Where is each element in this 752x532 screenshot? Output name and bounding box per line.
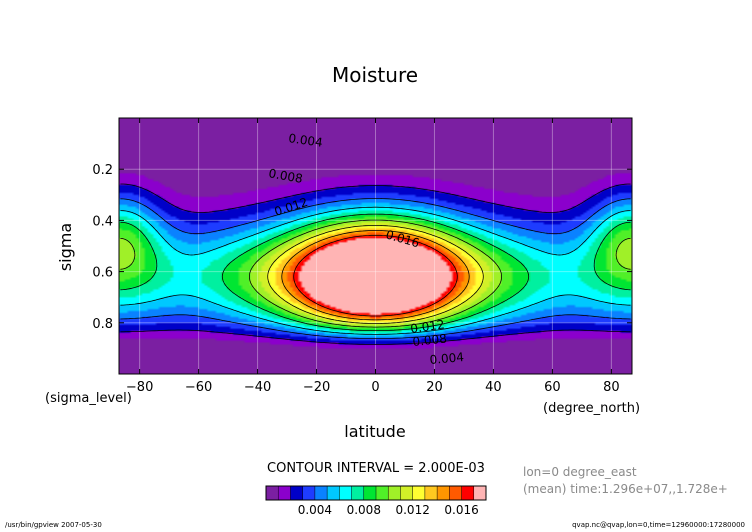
- colorbar-swatch-2: [290, 486, 304, 500]
- colorbar-swatch-10: [388, 486, 401, 500]
- colorbar: 0.004 0.008 0.012 0.016: [265, 485, 487, 517]
- x-axis: −80 −60 −40 −20 0 20 40 60 80: [126, 118, 620, 395]
- contour-line-1: [120, 198, 631, 339]
- footer-left: /usr/bin/gpview 2007-05-30: [5, 521, 102, 529]
- x-tick-label-6: 40: [485, 380, 502, 395]
- x-tick-label-3: −20: [303, 380, 330, 395]
- chart-title: Moisture: [332, 63, 418, 87]
- info-line-2: (mean) time:1.296e+07,,1.728e+: [523, 482, 728, 496]
- contour-line-2: [120, 206, 631, 335]
- y-axis-units: (sigma_level): [45, 391, 132, 406]
- contour-interval-text: CONTOUR INTERVAL = 2.000E-03: [267, 461, 485, 476]
- y-axis: 0.2 0.4 0.6 0.8: [92, 163, 632, 332]
- colorbar-swatch-14: [437, 486, 450, 500]
- x-tick-label-5: 20: [426, 380, 443, 395]
- contour-label-1: 0.008: [267, 166, 303, 186]
- colorbar-swatch-13: [424, 486, 438, 500]
- x-tick-label-1: −60: [185, 380, 212, 395]
- contour-line-7: [293, 234, 458, 317]
- contour-lines: [120, 183, 631, 345]
- contour-line-4: [120, 219, 631, 328]
- contour-line-3: [120, 213, 631, 331]
- contour-label-4: 0.012: [409, 317, 445, 336]
- y-tick-label-0: 0.2: [92, 163, 113, 178]
- contour-line-6: [281, 230, 470, 321]
- y-tick-label-2: 0.6: [92, 266, 113, 281]
- colorbar-swatch-15: [449, 486, 462, 500]
- colorbar-swatch-9: [376, 486, 389, 500]
- y-axis-title: sigma: [56, 223, 75, 271]
- colorbar-swatch-4: [314, 486, 328, 500]
- colorbar-swatch-11: [400, 486, 414, 500]
- colorbar-swatch-12: [412, 486, 426, 500]
- x-tick-label-0: −80: [126, 380, 153, 395]
- colorbar-label-2: 0.012: [395, 503, 429, 517]
- footer-right: qvap.nc@qvap,lon=0,time=12960000:1728000…: [572, 521, 745, 529]
- x-axis-units: (degree_north): [543, 401, 640, 416]
- colorbar-swatch-3: [302, 486, 316, 500]
- contour-line-5: [267, 225, 484, 324]
- y-tick-label-3: 0.8: [92, 317, 113, 332]
- x-axis-title: latitude: [344, 422, 405, 441]
- colorbar-swatch-7: [351, 486, 365, 500]
- colorbar-swatch-8: [363, 486, 377, 500]
- y-tick-label-1: 0.4: [92, 214, 113, 229]
- info-line-1: lon=0 degree_east: [523, 465, 637, 479]
- colorbar-swatch-5: [327, 486, 340, 500]
- contour-label-0: 0.004: [288, 131, 324, 150]
- colorbar-label-0: 0.004: [298, 503, 332, 517]
- colorbar-label-3: 0.016: [444, 503, 478, 517]
- colorbar-label-1: 0.008: [347, 503, 381, 517]
- colorbar-swatch-1: [278, 486, 291, 500]
- x-tick-label-8: 80: [603, 380, 620, 395]
- contour-line-0: [120, 183, 631, 345]
- colorbar-swatch-16: [461, 486, 475, 500]
- x-tick-label-7: 60: [544, 380, 561, 395]
- colorbar-swatch-6: [339, 486, 352, 500]
- contour-label-5: 0.008: [412, 331, 448, 349]
- x-tick-label-2: −40: [244, 380, 271, 395]
- x-tick-label-4: 0: [371, 380, 379, 395]
- contour-label-6: 0.004: [429, 350, 464, 367]
- colorbar-swatch-0: [266, 486, 279, 500]
- colorbar-swatch-17: [473, 486, 487, 500]
